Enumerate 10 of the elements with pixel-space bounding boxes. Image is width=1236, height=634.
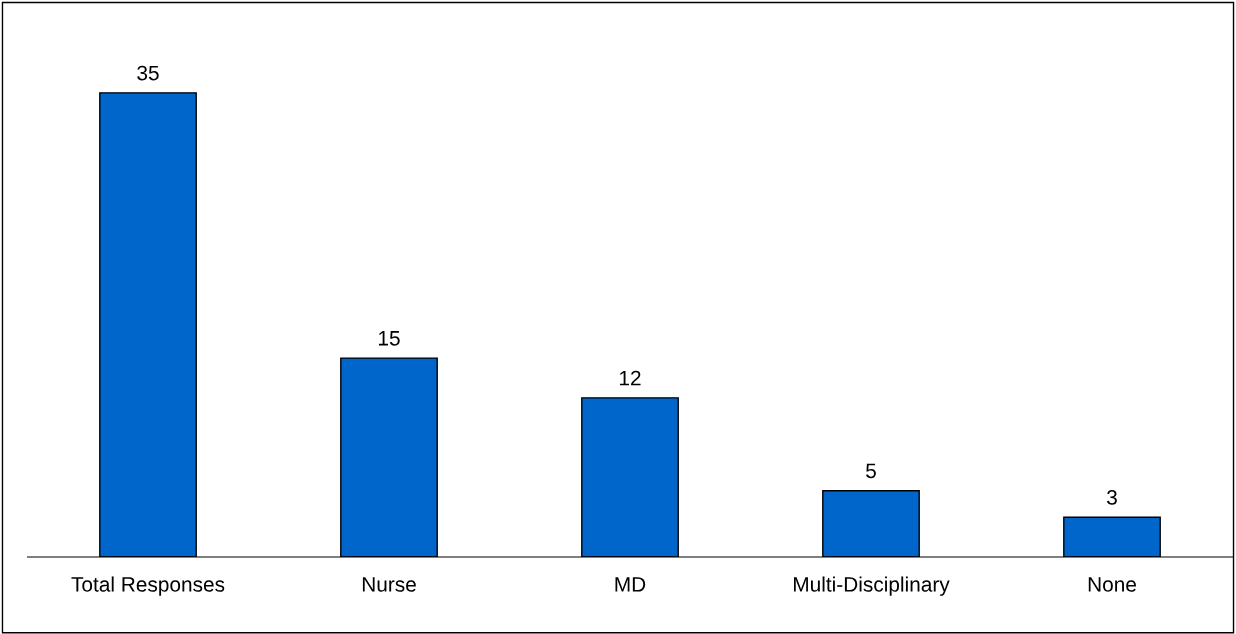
- data-label: 35: [137, 65, 159, 81]
- data-label: 3: [1107, 490, 1117, 505]
- x-tick-label: Total Responses: [71, 576, 225, 596]
- data-label: 5: [866, 463, 876, 479]
- data-label: 15: [379, 331, 400, 346]
- data-label: 12: [620, 370, 641, 386]
- x-tick-label: None: [1088, 577, 1136, 592]
- x-tick-label: MD: [615, 577, 646, 592]
- x-tick-label: Nurse: [362, 577, 416, 592]
- x-tick-label: Multi-Disciplinary: [794, 576, 950, 596]
